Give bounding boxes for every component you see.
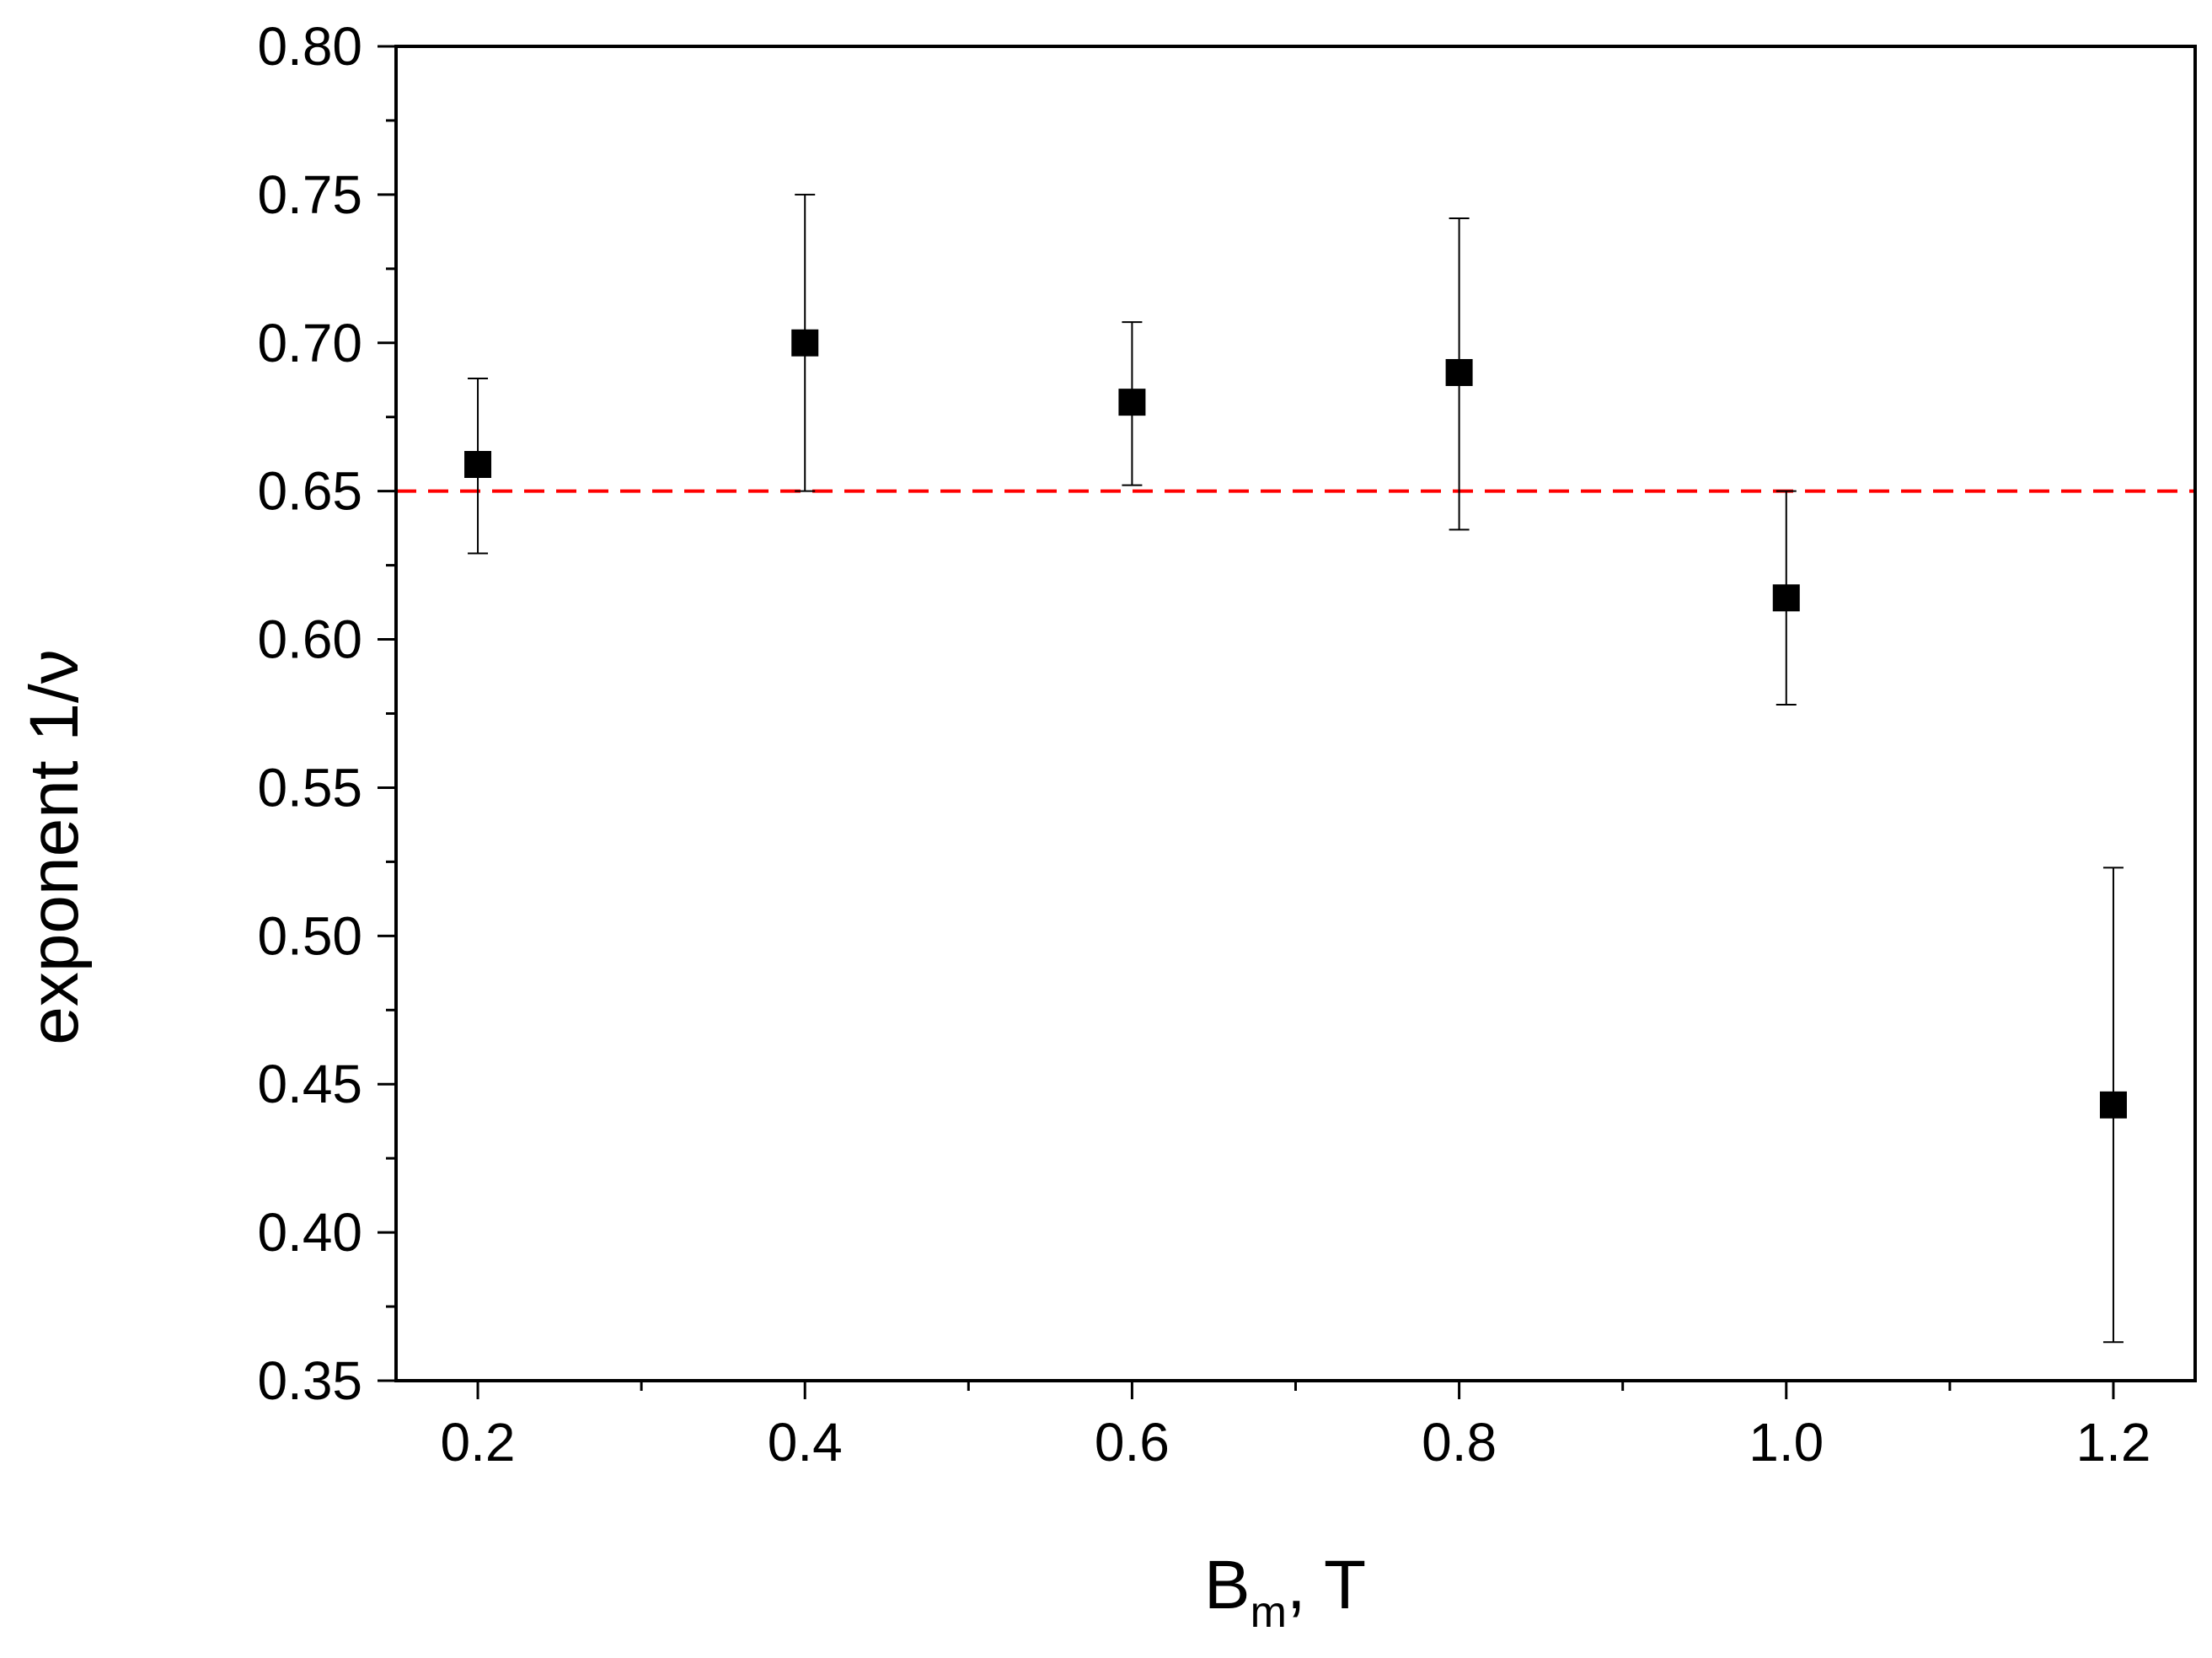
x-tick-label: 0.8 [1422, 1412, 1497, 1473]
x-axis-title-main: B [1204, 1547, 1251, 1623]
data-point [791, 329, 819, 357]
data-points [464, 329, 2127, 1119]
error-bars [468, 193, 2124, 1344]
y-tick-label: 0.45 [257, 1054, 362, 1114]
y-tick-label: 0.75 [257, 164, 362, 225]
y-tick-label: 0.60 [257, 609, 362, 670]
data-point [1772, 584, 1800, 612]
x-tick-label: 1.0 [1749, 1412, 1824, 1473]
x-axis-title: Bm, T [1204, 1547, 1366, 1637]
data-point [464, 451, 492, 479]
y-tick-label: 0.80 [257, 16, 362, 77]
x-tick-label: 1.2 [2075, 1412, 2150, 1473]
y-tick-label: 0.70 [257, 313, 362, 373]
data-point [2099, 1091, 2127, 1119]
y-tick-label: 0.50 [257, 905, 362, 966]
y-axis-title: exponent 1/ν [16, 649, 93, 1045]
y-tick-label: 0.35 [257, 1350, 362, 1411]
y-tick-label: 0.55 [257, 757, 362, 818]
y-tick-label: 0.65 [257, 461, 362, 522]
x-tick-label: 0.6 [1095, 1412, 1170, 1473]
x-axis-ticks: 0.2 0.4 0.6 0.8 1.0 1.2 [441, 1381, 2150, 1473]
y-tick-label: 0.40 [257, 1202, 362, 1263]
x-tick-label: 0.4 [768, 1412, 843, 1473]
x-tick-label: 0.2 [441, 1412, 516, 1473]
data-point [1445, 358, 1473, 386]
x-axis-title-subscript: m [1251, 1588, 1287, 1637]
plot-frame [394, 45, 2197, 1382]
data-point [1118, 389, 1146, 416]
x-axis-title-suffix: , T [1287, 1547, 1366, 1623]
y-axis-ticks: 0.35 0.40 0.45 0.50 0.55 0.60 0.65 0.70 0.75 0.80 [257, 16, 396, 1411]
